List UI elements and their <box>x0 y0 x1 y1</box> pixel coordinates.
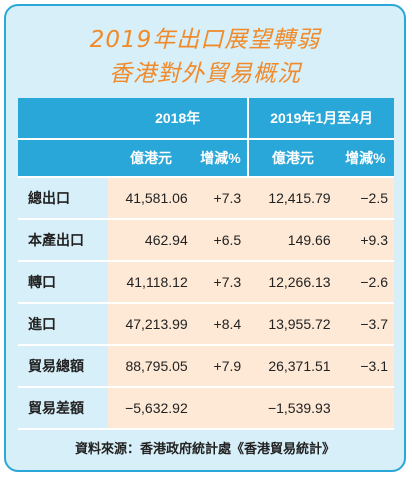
value-2018: 41,581.06 <box>108 178 194 220</box>
infographic-card: 2019年出口展望轉弱 香港對外貿易概況 2018年 2019年1月至4月 億港… <box>4 4 406 472</box>
change-2019 <box>336 388 394 430</box>
row-label: 貿易差額 <box>18 388 109 430</box>
change-2018: +7.3 <box>193 262 248 304</box>
value-2019: 26,371.51 <box>247 346 337 388</box>
header-value-2018: 億港元 <box>108 140 194 178</box>
header-blank <box>18 98 109 140</box>
change-2018: +6.5 <box>193 220 248 262</box>
table-row: 本產出口 462.94 +6.5 149.66 +9.3 <box>18 220 394 262</box>
title-line-1: 2019年出口展望轉弱 <box>89 27 321 53</box>
value-2018: 88,795.05 <box>108 346 194 388</box>
value-2019: 12,415.79 <box>247 178 337 220</box>
row-label: 轉口 <box>18 262 109 304</box>
value-2018: 41,118.12 <box>108 262 194 304</box>
value-2019: −1,539.93 <box>247 388 337 430</box>
table-row: 進口 47,213.99 +8.4 13,955.72 −3.7 <box>18 304 394 346</box>
change-2019: −2.6 <box>336 262 394 304</box>
value-2018: 462.94 <box>108 220 194 262</box>
change-2018: +7.9 <box>193 346 248 388</box>
row-label: 本產出口 <box>18 220 109 262</box>
value-2018: −5,632.92 <box>108 388 194 430</box>
change-2019: −3.1 <box>336 346 394 388</box>
table-row: 貿易差額 −5,632.92 −1,539.93 <box>18 388 394 430</box>
value-2019: 13,955.72 <box>247 304 337 346</box>
table-row: 轉口 41,118.12 +7.3 12,266.13 −2.6 <box>18 262 394 304</box>
title-line-2: 香港對外貿易概況 <box>109 61 301 87</box>
value-2018: 47,213.99 <box>108 304 194 346</box>
change-2019: −2.5 <box>336 178 394 220</box>
header-blank-2 <box>18 140 109 178</box>
change-2019: −3.7 <box>336 304 394 346</box>
change-2018: +7.3 <box>193 178 248 220</box>
source-note: 資料來源：香港政府統計處《香港貿易統計》 <box>74 441 335 456</box>
row-label: 進口 <box>18 304 109 346</box>
trade-table: 2018年 2019年1月至4月 億港元 增減% 億港元 增減% 總出口 41,… <box>18 98 394 430</box>
value-2019: 12,266.13 <box>247 262 337 304</box>
table-row: 貿易總額 88,795.05 +7.9 26,371.51 −3.1 <box>18 346 394 388</box>
header-change-2019: 增減% <box>336 140 394 178</box>
change-2018: +8.4 <box>193 304 248 346</box>
header-value-2019: 億港元 <box>247 140 337 178</box>
row-label: 總出口 <box>18 178 109 220</box>
table-row: 總出口 41,581.06 +7.3 12,415.79 −2.5 <box>18 178 394 220</box>
value-2019: 149.66 <box>247 220 337 262</box>
header-change-2018: 增減% <box>193 140 248 178</box>
change-2019: +9.3 <box>336 220 394 262</box>
header-period-2018: 2018年 <box>108 98 248 140</box>
row-label: 貿易總額 <box>18 346 109 388</box>
change-2018 <box>193 388 248 430</box>
header-period-2019: 2019年1月至4月 <box>247 98 394 140</box>
